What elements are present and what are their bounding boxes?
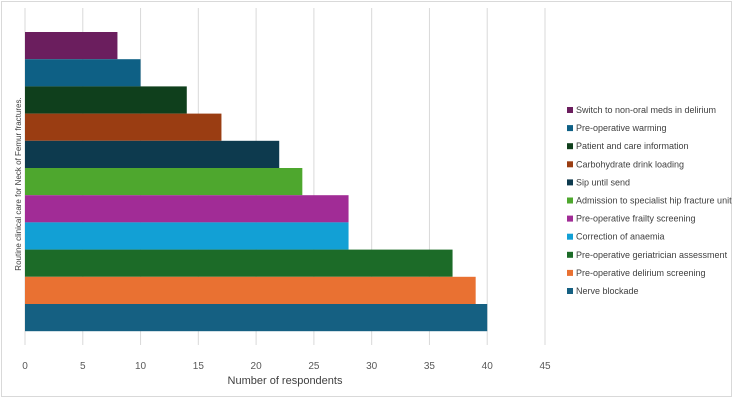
legend-label-4: Sip until send (576, 177, 630, 187)
legend-label-6: Pre-operative frailty screening (576, 214, 696, 224)
bar-pre-operative-delirium-screening (25, 276, 476, 304)
x-tick-labels: 0 5 10 15 20 25 30 35 40 45 (22, 361, 551, 372)
x-tick-5: 5 (80, 361, 86, 372)
bar-admission-to-specialist-hip-fracture-unit (25, 168, 303, 196)
y-axis-title: Routine clinical care for Neck of Femur … (14, 97, 23, 270)
legend-label-3: Carbohydrate drink loading (576, 159, 684, 169)
legend-swatch-7 (567, 233, 573, 240)
legend-swatch-4 (567, 179, 573, 186)
bar-carbohydrate-drink-loading (25, 113, 222, 141)
legend-swatch-3 (567, 161, 573, 168)
bar-pre-operative-frailty-screening (25, 195, 349, 223)
x-tick-0: 0 (22, 361, 28, 372)
legend-swatch-10 (567, 288, 573, 294)
bar-sip-until-send (25, 140, 280, 168)
legend-swatch-2 (567, 143, 573, 150)
legend-label-0: Switch to non-oral meds in delirium (576, 105, 716, 115)
legend-label-10: Nerve blockade (576, 286, 639, 296)
x-axis-title: Number of respondents (228, 375, 343, 387)
x-tick-20: 20 (251, 361, 263, 372)
legend-swatch-1 (567, 125, 573, 132)
bar-switch-to-non-oral-meds-in-delirium (25, 32, 118, 60)
legend-swatch-6 (567, 215, 573, 222)
x-tick-15: 15 (193, 361, 205, 372)
bar-patient-and-care-information (25, 86, 187, 114)
x-tick-10: 10 (135, 361, 147, 372)
legend-swatch-5 (567, 197, 573, 204)
legend-label-5: Admission to specialist hip fracture uni… (576, 196, 732, 206)
legend-label-8: Pre-operative geriatrician assessment (576, 250, 728, 260)
bar-pre-operative-warming (25, 59, 141, 87)
legend-label-7: Correction of anaemia (576, 232, 665, 242)
bars (25, 32, 488, 332)
bar-pre-operative-geriatrician-assessment (25, 249, 453, 277)
legend-label-9: Pre-operative delirium screening (576, 268, 706, 278)
bar-nerve-blockade (25, 304, 488, 332)
legend-swatch-9 (567, 269, 573, 276)
legend-label-2: Patient and care information (576, 141, 689, 151)
x-tick-35: 35 (424, 361, 436, 372)
x-tick-40: 40 (482, 361, 494, 372)
x-tick-30: 30 (366, 361, 378, 372)
legend: Switch to non-oral meds in delirium Pre-o… (567, 105, 732, 296)
legend-label-1: Pre-operative warming (576, 123, 667, 133)
bar-correction-of-anaemia (25, 222, 349, 250)
x-tick-45: 45 (539, 361, 551, 372)
legend-swatch-8 (567, 251, 573, 258)
x-tick-25: 25 (308, 361, 320, 372)
legend-swatch-0 (567, 107, 573, 113)
